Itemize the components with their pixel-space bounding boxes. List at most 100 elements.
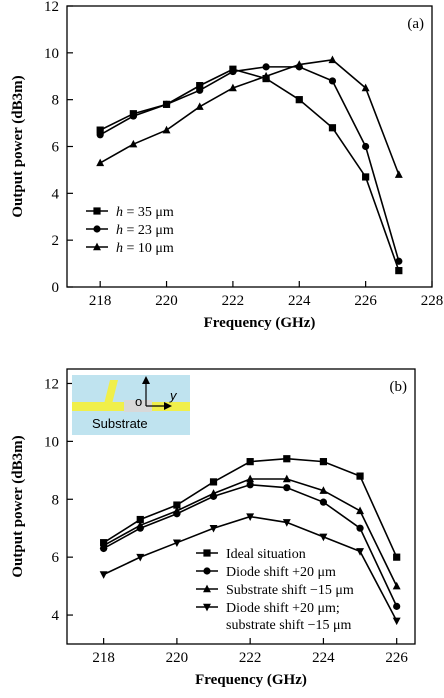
x-tick-label: 228 [421, 293, 444, 309]
data-point [356, 524, 364, 532]
data-point [172, 506, 181, 515]
y-tick-label: 10 [44, 434, 59, 450]
data-point [209, 478, 218, 486]
legend-label: h = 35 μm [116, 205, 174, 220]
data-point [319, 533, 328, 542]
inset-arrow-right [164, 402, 172, 410]
data-point [262, 71, 271, 80]
data-point [328, 77, 337, 85]
series-1 [100, 455, 401, 561]
inset-diode [104, 380, 118, 404]
data-point [319, 486, 328, 494]
data-point [96, 126, 104, 134]
x-tick-label: 220 [155, 293, 178, 309]
data-point [246, 481, 254, 489]
data-point [195, 102, 204, 110]
series-line [99, 59, 400, 175]
chart-panel-b: 218 220 222 224 226 4 6 8 10 12 Frequency (GHz) Out… [10, 368, 416, 688]
data-point [99, 541, 108, 549]
y-tick-label: 4 [52, 186, 60, 202]
data-point [393, 553, 401, 561]
data-point [96, 158, 105, 167]
data-point [173, 501, 181, 509]
legend-marker [93, 225, 101, 233]
data-point [319, 458, 328, 466]
y-tick-label: 10 [44, 46, 59, 62]
data-point [392, 617, 401, 626]
data-point [246, 513, 255, 521]
legend-label: Substrate shift −15 μm [226, 583, 354, 598]
data-point [196, 86, 204, 94]
data-point [295, 60, 304, 68]
x-tick-label: 224 [312, 650, 335, 666]
panel-label: (b) [390, 379, 408, 395]
data-point [362, 142, 370, 151]
y-tick-label: 2 [52, 233, 60, 249]
data-point [129, 112, 137, 120]
x-tick-label: 218 [89, 293, 112, 309]
x-tick-label: 222 [239, 650, 262, 666]
data-point [356, 506, 365, 515]
inset-origin-label: o [135, 394, 142, 409]
data-point [328, 124, 337, 132]
data-point [319, 498, 328, 506]
data-point [395, 257, 403, 265]
data-point [246, 458, 254, 466]
data-point [209, 489, 218, 497]
legend-marker [203, 603, 211, 612]
inset-gray-block [124, 400, 152, 412]
series-3 [96, 55, 403, 178]
series-line [99, 68, 400, 271]
data-point [328, 55, 337, 64]
y-tick-label: 12 [44, 0, 59, 15]
y-axis-title: Output power (dB3m) [10, 75, 26, 217]
data-point [282, 474, 291, 483]
legend-label: substrate shift −15 μm [226, 618, 352, 633]
data-point [136, 520, 145, 529]
legend: Ideal situation Diode shift +20 μm Substra… [196, 547, 354, 633]
data-point [282, 519, 291, 527]
data-point [392, 581, 401, 590]
data-point [209, 524, 218, 533]
series-line [99, 66, 400, 262]
y-axis-title: Output power (dB3m) [10, 435, 26, 577]
data-point [228, 83, 237, 92]
y-tick-label: 8 [52, 93, 60, 109]
data-point [395, 267, 403, 275]
data-point [362, 173, 370, 181]
y-tick-label: 12 [44, 376, 59, 392]
data-point [356, 548, 365, 556]
x-tick-label: 218 [92, 650, 115, 666]
data-point [393, 602, 401, 610]
data-point [246, 474, 255, 483]
x-tick-label: 224 [288, 293, 311, 309]
data-point [136, 553, 145, 562]
series-3 [99, 474, 401, 590]
y-tick-label: 6 [52, 140, 60, 156]
legend-marker [203, 549, 211, 557]
data-point [196, 82, 204, 90]
series-line [103, 457, 398, 558]
data-point [162, 125, 171, 134]
x-tick-label: 226 [385, 650, 408, 666]
x-axis-title: Frequency (GHz) [195, 672, 307, 688]
legend-marker [203, 584, 211, 593]
data-point [162, 100, 171, 108]
x-tick-label: 220 [166, 650, 189, 666]
legend-label: Diode shift +20 μm [226, 565, 336, 580]
legend: h = 35 μm h = 23 μm h = 10 μm [86, 205, 174, 256]
legend-marker [203, 567, 211, 575]
panel-label: (a) [407, 16, 424, 32]
inset-arrow-up [142, 376, 150, 384]
data-point [283, 455, 291, 463]
series-4 [99, 513, 401, 626]
y-tick-label: 8 [52, 492, 60, 508]
x-axis-title: Frequency (GHz) [204, 315, 316, 331]
plot-frame [66, 368, 416, 645]
chart-panel-a: 218 220 222 224 226 228 0 2 4 6 8 10 12 Frequency (GH… [10, 0, 443, 331]
inset-substrate-label: Substrate [92, 416, 148, 431]
legend-label: Diode shift +20 μm; [226, 601, 340, 616]
data-point [356, 472, 364, 480]
data-point [129, 139, 138, 148]
